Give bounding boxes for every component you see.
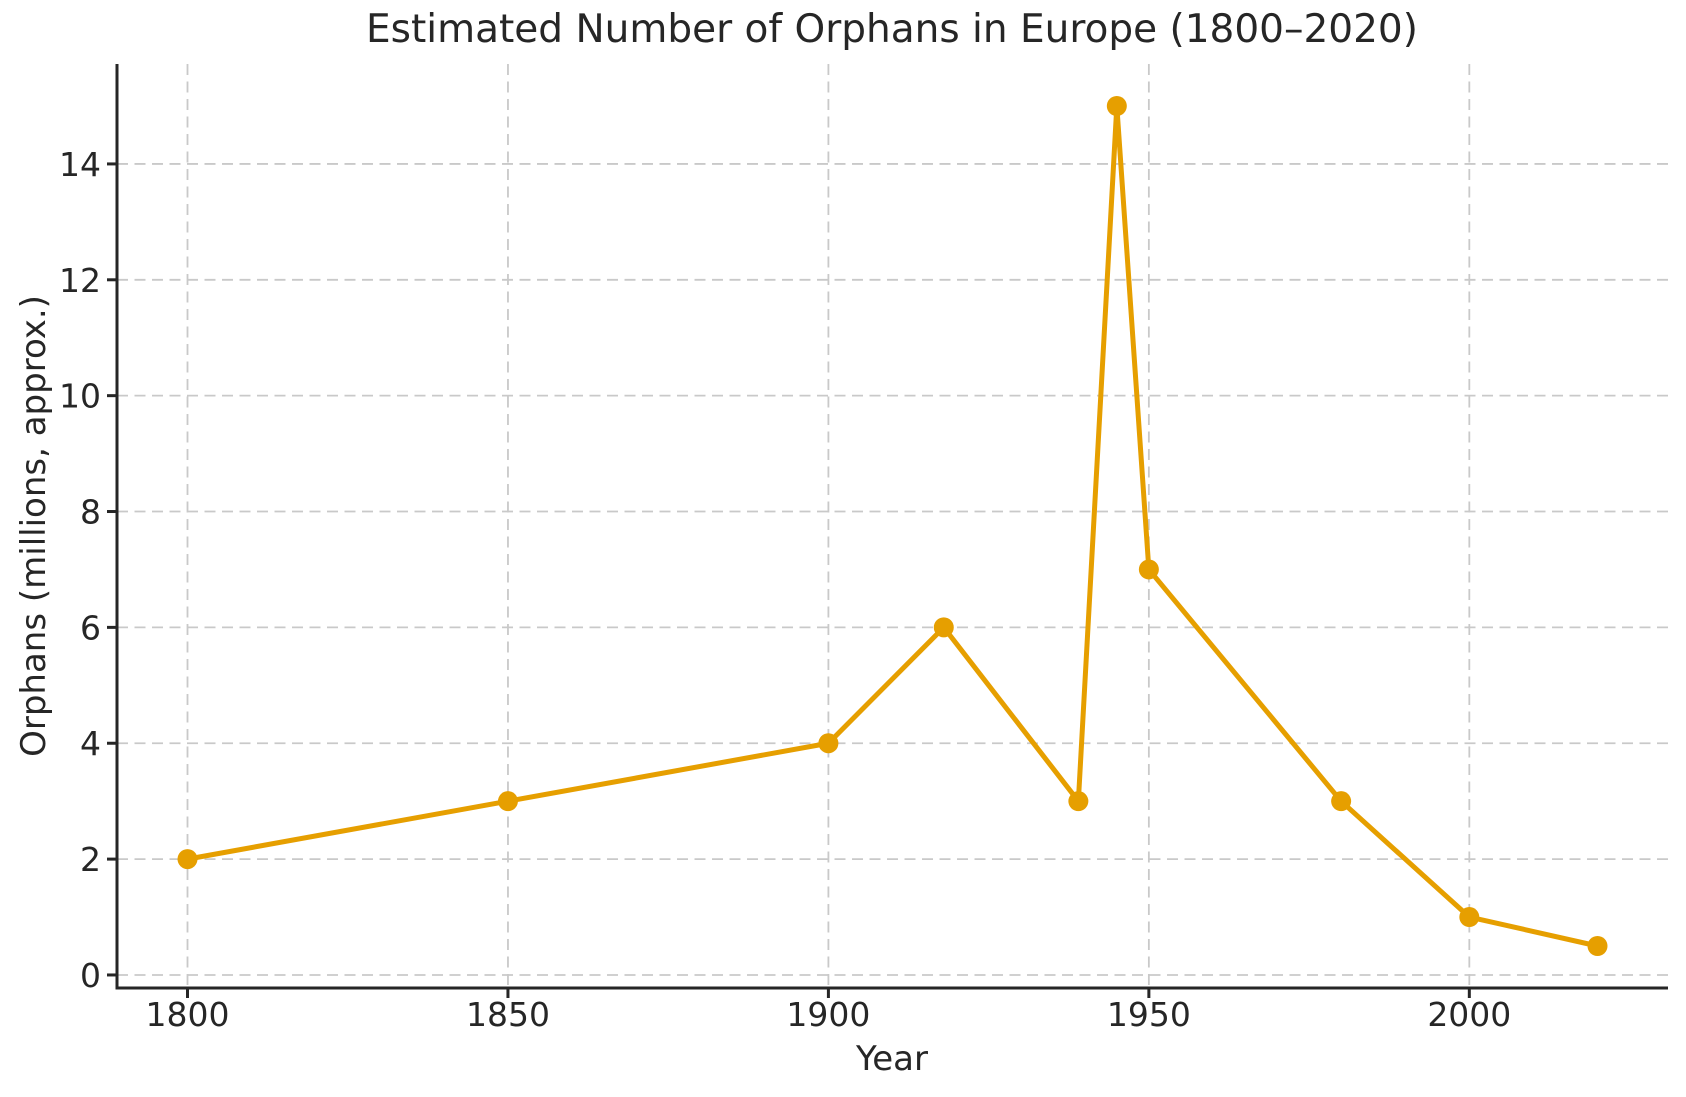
data-point [933,617,954,638]
y-tick-label: 14 [59,145,101,184]
y-tick-label: 8 [80,493,101,532]
data-point [1068,791,1089,812]
data-line [185,103,1600,949]
data-point [1331,791,1352,812]
y-tick-label: 0 [80,956,101,995]
x-tick-label: 2000 [1427,995,1511,1034]
y-tick-label: 2 [80,840,101,879]
data-point [1106,96,1127,116]
y-tick-label: 12 [59,261,101,300]
y-axis-label: Orphans (millions, approx.) [14,295,54,757]
y-tick-label: 6 [80,608,101,647]
data-point [818,733,839,754]
x-tick-label: 1950 [1107,995,1191,1034]
x-tick-label: 1800 [146,995,230,1034]
axis-layer: 1800 1850 1900 1950 2000 0 2 4 6 8 10 12 14 [59,64,1668,1034]
chart-title: Estimated Number of Orphans in Europe (1… [366,7,1418,52]
data-series-layer [177,96,1608,956]
x-axis-label: Year [855,1039,928,1079]
grid-layer [117,64,1668,988]
x-tick-label: 1850 [466,995,550,1034]
data-point [497,791,518,812]
data-point [1587,936,1608,956]
x-tick-label: 1900 [786,995,870,1034]
data-point [1459,907,1480,928]
data-point [1138,559,1159,580]
y-tick-label: 10 [59,377,101,416]
data-point [177,849,198,870]
y-tick-label: 4 [80,724,101,763]
